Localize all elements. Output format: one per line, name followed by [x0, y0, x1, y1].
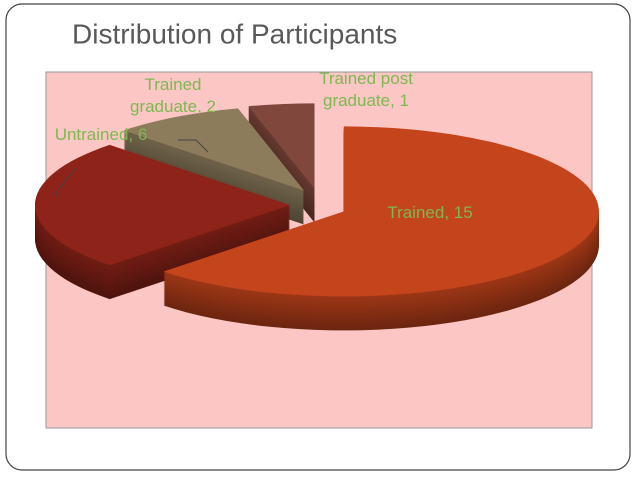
pie-slice — [248, 103, 315, 189]
pie-slice — [123, 108, 304, 191]
data-label: Trained, 15 — [387, 203, 473, 222]
pie-slice — [163, 126, 599, 297]
pie-slice — [35, 144, 291, 266]
chart-title: Distribution of Participants — [72, 18, 397, 49]
data-label: Trained post graduate, 1 — [319, 69, 413, 110]
leader-line — [178, 139, 209, 153]
data-label: Trained graduate, 2 — [129, 75, 216, 116]
data-label: Untrained, 6 — [54, 125, 148, 144]
leader-line — [55, 167, 77, 197]
